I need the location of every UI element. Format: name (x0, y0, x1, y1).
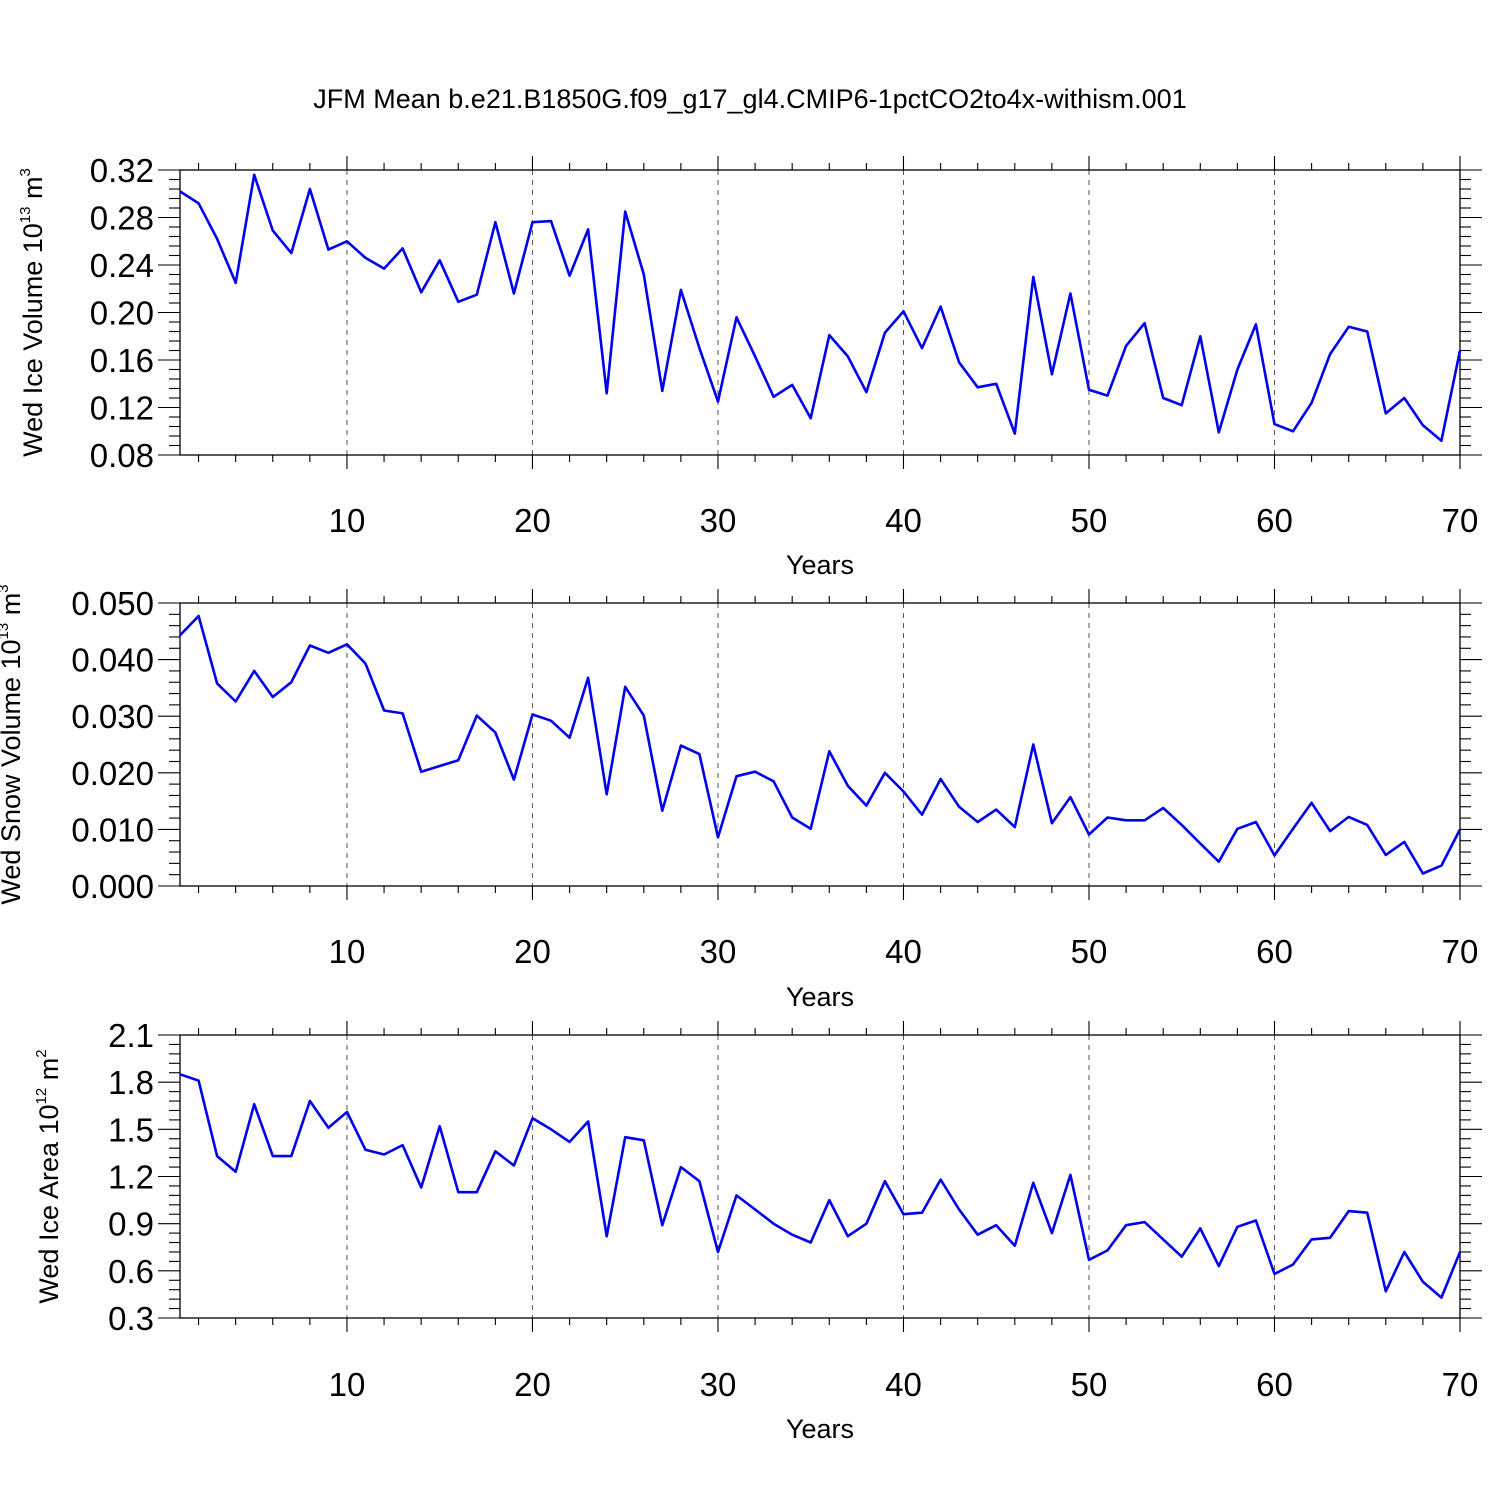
x-tick-label: 20 (514, 933, 551, 970)
y-label-unit-exp: 2 (33, 1049, 50, 1057)
y-label-exp: 12 (33, 1088, 50, 1105)
y-label-main: Wed Ice Volume 10 (18, 223, 48, 457)
y-label-main: Wed Ice Area 10 (34, 1104, 64, 1303)
y-label-unit: m (34, 1058, 64, 1088)
y-tick-labels: 0.000 0.010 0.020 0.030 0.040 0.050 (71, 585, 154, 905)
series-line (179, 1073, 1462, 1299)
y-tick-label: 2.1 (108, 1017, 154, 1054)
y-label-unit-exp: 3 (17, 168, 34, 176)
plot-frame (179, 602, 1461, 887)
x-tick-label: 10 (329, 933, 366, 970)
y-axis-label: Wed Ice Volume 1013 m3 (17, 168, 48, 457)
x-tick-label: 30 (700, 933, 737, 970)
x-tick-label: 30 (700, 1366, 737, 1403)
x-tick-label: 70 (1442, 1366, 1479, 1403)
y-tick-label: 0.010 (71, 811, 154, 848)
x-tick-label: 10 (329, 1366, 366, 1403)
y-tick-label: 0.28 (90, 200, 154, 237)
x-axis-label: Years (786, 982, 854, 1012)
plot-frame (179, 1034, 1461, 1319)
y-tick-label: 1.2 (108, 1159, 154, 1196)
x-tick-label: 40 (885, 1366, 922, 1403)
y-tick-label: 1.8 (108, 1064, 154, 1101)
x-tick-label: 70 (1442, 502, 1479, 539)
panel-snow-volume: 10 20 30 40 50 60 70 0.000 0.010 0.020 0.030 0.040… (0, 584, 1482, 1012)
x-tick-label: 70 (1442, 933, 1479, 970)
y-tick-label: 0.32 (90, 152, 154, 189)
y-tick-label: 0.24 (90, 247, 154, 284)
x-tick-label: 40 (885, 933, 922, 970)
plot-frame (179, 169, 1461, 456)
y-tick-label: 0.000 (71, 868, 154, 905)
y-tick-label: 0.050 (71, 585, 154, 622)
figure-title: JFM Mean b.e21.B1850G.f09_g17_gl4.CMIP6-… (313, 84, 1186, 114)
panel-ice-volume: 10 20 30 40 50 60 70 0.080.120.160.200.240.280… (17, 152, 1482, 580)
y-tick-label: 0.20 (90, 295, 154, 332)
y-tick-label: 0.030 (71, 698, 154, 735)
x-tick-label: 60 (1256, 1366, 1293, 1403)
y-tick-label: 1.5 (108, 1111, 154, 1148)
grid-lines (346, 1035, 1275, 1318)
x-tick-label: 60 (1256, 933, 1293, 970)
tick-marks (158, 156, 1482, 469)
x-tick-label: 20 (514, 502, 551, 539)
x-tick-label: 50 (1071, 933, 1108, 970)
grid-lines (346, 603, 1275, 886)
y-label-unit-exp: 3 (0, 584, 12, 592)
x-tick-label: 50 (1071, 502, 1108, 539)
tick-marks (158, 1021, 1482, 1332)
y-tick-label: 0.12 (90, 390, 154, 427)
y-label-unit: m (0, 593, 26, 623)
x-tick-labels: 10 20 30 40 50 60 70 (329, 1366, 1479, 1403)
y-tick-label: 0.9 (108, 1206, 154, 1243)
series-line (179, 614, 1462, 875)
y-tick-label: 0.3 (108, 1300, 154, 1337)
y-axis-label: Wed Snow Volume 1013 m3 (0, 584, 26, 904)
y-tick-label: 0.16 (90, 342, 154, 379)
x-axis-label: Years (786, 1414, 854, 1444)
y-label-unit: m (18, 177, 48, 207)
y-tick-label: 0.08 (90, 437, 154, 474)
x-axis-label: Years (786, 550, 854, 580)
y-tick-label: 0.020 (71, 755, 154, 792)
x-tick-label: 60 (1256, 502, 1293, 539)
y-label-exp: 13 (0, 623, 12, 640)
x-tick-label: 10 (329, 502, 366, 539)
panel-ice-area: 10 20 30 40 50 60 70 0.3 0.6 0.9 1.2 1.5 1.8 2.1 Yea… (33, 1017, 1482, 1444)
x-tick-label: 20 (514, 1366, 551, 1403)
x-tick-label: 50 (1071, 1366, 1108, 1403)
series-line (179, 173, 1462, 443)
y-label-exp: 13 (17, 207, 34, 224)
y-tick-label: 0.040 (71, 642, 154, 679)
x-tick-label: 40 (885, 502, 922, 539)
y-label-main: Wed Snow Volume 10 (0, 639, 26, 904)
y-axis-label: Wed Ice Area 1012 m2 (33, 1049, 64, 1303)
x-tick-labels: 10 20 30 40 50 60 70 (329, 933, 1479, 970)
x-tick-label: 30 (700, 502, 737, 539)
y-tick-label: 0.6 (108, 1253, 154, 1290)
tick-marks (158, 589, 1482, 900)
y-tick-labels: 0.3 0.6 0.9 1.2 1.5 1.8 2.1 (108, 1017, 154, 1337)
y-tick-labels: 0.08 0.12 0.16 0.20 0.24 0.28 0.32 (90, 152, 154, 474)
x-tick-labels: 10 20 30 40 50 60 70 (329, 502, 1479, 539)
